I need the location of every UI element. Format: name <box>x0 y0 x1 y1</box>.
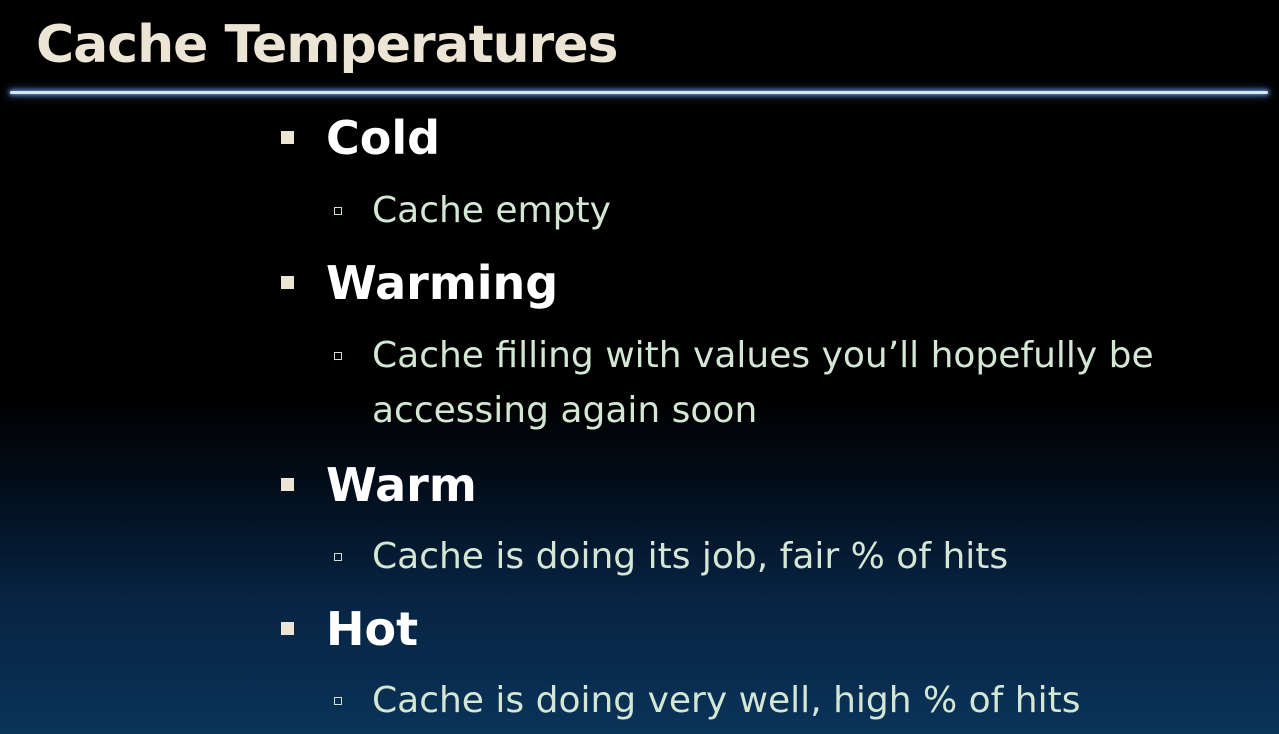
filled-square-bullet-icon <box>281 276 294 289</box>
bullet-detail-warming-line1: Cache filling with values you’ll hopeful… <box>372 335 1154 376</box>
filled-square-bullet-icon <box>281 478 294 491</box>
bullet-detail-cold: Cache empty <box>372 190 611 231</box>
bullet-heading-warming: Warming <box>326 256 559 310</box>
hollow-square-bullet-icon <box>334 207 342 215</box>
bullet-detail-warming-line2: accessing again soon <box>372 390 758 431</box>
filled-square-bullet-icon <box>281 131 294 144</box>
bullet-detail-warm: Cache is doing its job, fair % of hits <box>372 536 1009 577</box>
bullet-detail-hot: Cache is doing very well, high % of hits <box>372 680 1081 721</box>
slide-title: Cache Temperatures <box>36 15 618 75</box>
bullet-heading-warm: Warm <box>326 458 477 512</box>
hollow-square-bullet-icon <box>334 697 342 705</box>
bullet-heading-cold: Cold <box>326 111 441 165</box>
filled-square-bullet-icon <box>281 622 294 635</box>
hollow-square-bullet-icon <box>334 352 342 360</box>
hollow-square-bullet-icon <box>334 553 342 561</box>
bullet-heading-hot: Hot <box>326 602 419 656</box>
title-divider <box>10 91 1268 94</box>
